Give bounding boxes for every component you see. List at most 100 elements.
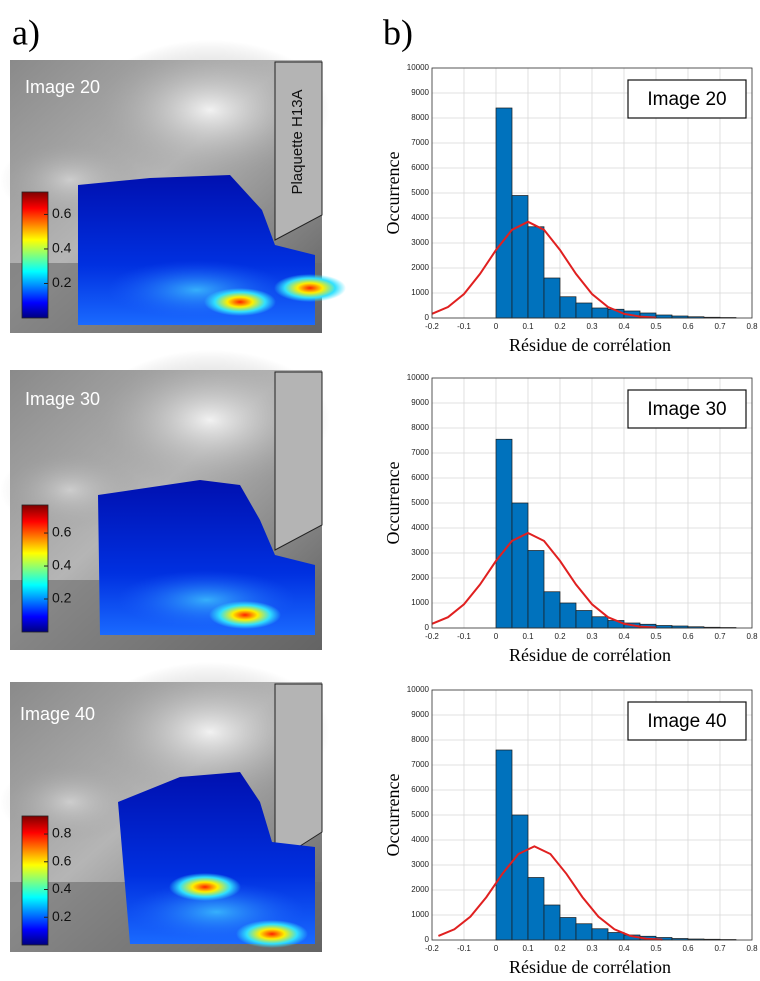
y-tick-label: 3000 [411,238,429,247]
bar [543,277,561,319]
bar [495,107,513,319]
x-tick-label: 0.3 [586,944,598,953]
y-tick-label: 3000 [411,548,429,557]
x-tick-label: 0.6 [682,944,694,953]
bar [495,749,513,941]
image-label: Image 30 [25,389,100,409]
bar [607,620,625,629]
insert-label: Plaquette H13A [289,89,306,194]
image-label: Image 20 [25,77,100,97]
x-tick-label: 0.1 [522,322,534,331]
y-tick-label: 9000 [411,710,429,719]
x-tick-label: 0.3 [586,322,598,331]
colorbar-tick-label: 0.2 [52,908,72,924]
x-axis-label: Résidue de corrélation [509,335,671,355]
x-axis-label: Résidue de corrélation [509,645,671,665]
fit-curve [431,531,657,629]
x-tick-label: 0.1 [522,632,534,641]
bar [543,904,561,941]
y-tick-label: 6000 [411,785,429,794]
y-tick-label: 5000 [411,498,429,507]
plot-frame [431,377,753,629]
plot-frame [431,67,753,319]
y-tick-label: 0 [425,623,430,632]
plot-frame [431,689,753,941]
image-label: Image 40 [20,704,95,724]
x-tick-label: 0 [494,632,499,641]
bar [511,814,529,941]
x-axis-label: Résidue de corrélation [509,957,671,977]
field-hotspot [169,873,241,901]
x-tick-label: -0.1 [457,632,471,641]
y-tick-label: 2000 [411,573,429,582]
legend-box [627,79,747,119]
x-tick-label: 0.2 [554,944,566,953]
field-hotspot [236,920,308,948]
bar [559,296,577,319]
y-tick-label: 2000 [411,263,429,272]
x-tick-label: 0.2 [554,632,566,641]
y-tick-label: 8000 [411,113,429,122]
field-hotspot [274,274,346,302]
x-tick-label: 0.7 [714,632,726,641]
x-tick-label: 0.4 [618,944,630,953]
x-tick-label: -0.2 [425,322,439,331]
bar [591,928,609,941]
y-tick-label: 3000 [411,860,429,869]
bar [591,307,609,319]
x-tick-label: 0 [494,322,499,331]
bar [559,917,577,941]
y-tick-label: 10000 [407,373,430,382]
y-axis-label: Occurrence [383,462,403,545]
bar [511,195,529,319]
y-tick-label: 4000 [411,213,429,222]
x-tick-label: 0.4 [618,322,630,331]
colorbar-tick-label: 0.8 [52,825,72,841]
x-tick-label: -0.2 [425,632,439,641]
y-tick-label: 6000 [411,163,429,172]
bar [511,502,529,629]
colorbar-tick-label: 0.6 [52,852,72,868]
bar [575,923,593,941]
bar [559,602,577,629]
x-tick-label: 0.1 [522,944,534,953]
x-tick-label: -0.2 [425,944,439,953]
x-tick-label: 0 [494,944,499,953]
field-hotspot [204,288,276,316]
bar [575,302,593,319]
legend-label: Image 40 [647,711,726,732]
legend-box [627,389,747,429]
image-panel: Image 40 0.2 0.4 0.6 0.8 [0,662,330,952]
fit-curve [431,220,657,319]
colorbar [21,815,49,946]
y-tick-label: 1000 [411,598,429,607]
x-tick-label: 0.7 [714,322,726,331]
y-tick-label: 5000 [411,188,429,197]
colorbar-tick-label: 0.2 [52,274,72,290]
x-tick-label: 0.8 [746,944,758,953]
image-panel: Image 30 0.2 0.4 0.6 [0,350,330,650]
image-panel: Image 20 Plaquette H13A 0.2 0.4 0.6 [0,40,346,333]
tool-insert [274,683,323,863]
y-tick-label: 0 [425,313,430,322]
y-tick-label: 6000 [411,473,429,482]
x-tick-label: 0.5 [650,322,662,331]
y-tick-label: 8000 [411,735,429,744]
bar [527,550,545,629]
y-axis-label: Occurrence [383,774,403,857]
colorbar-tick-label: 0.4 [52,557,72,573]
bar [527,877,545,941]
x-tick-label: 0.6 [682,632,694,641]
x-tick-label: 0.8 [746,322,758,331]
bar [591,616,609,629]
colorbar [21,504,49,633]
legend-label: Image 30 [647,399,726,420]
colorbar-tick-label: 0.6 [52,524,72,540]
x-tick-label: 0.3 [586,632,598,641]
bar [495,438,513,629]
y-tick-label: 1000 [411,910,429,919]
y-axis-label: Occurrence [383,152,403,235]
colorbar-tick-label: 0.4 [52,240,72,256]
y-tick-label: 8000 [411,423,429,432]
